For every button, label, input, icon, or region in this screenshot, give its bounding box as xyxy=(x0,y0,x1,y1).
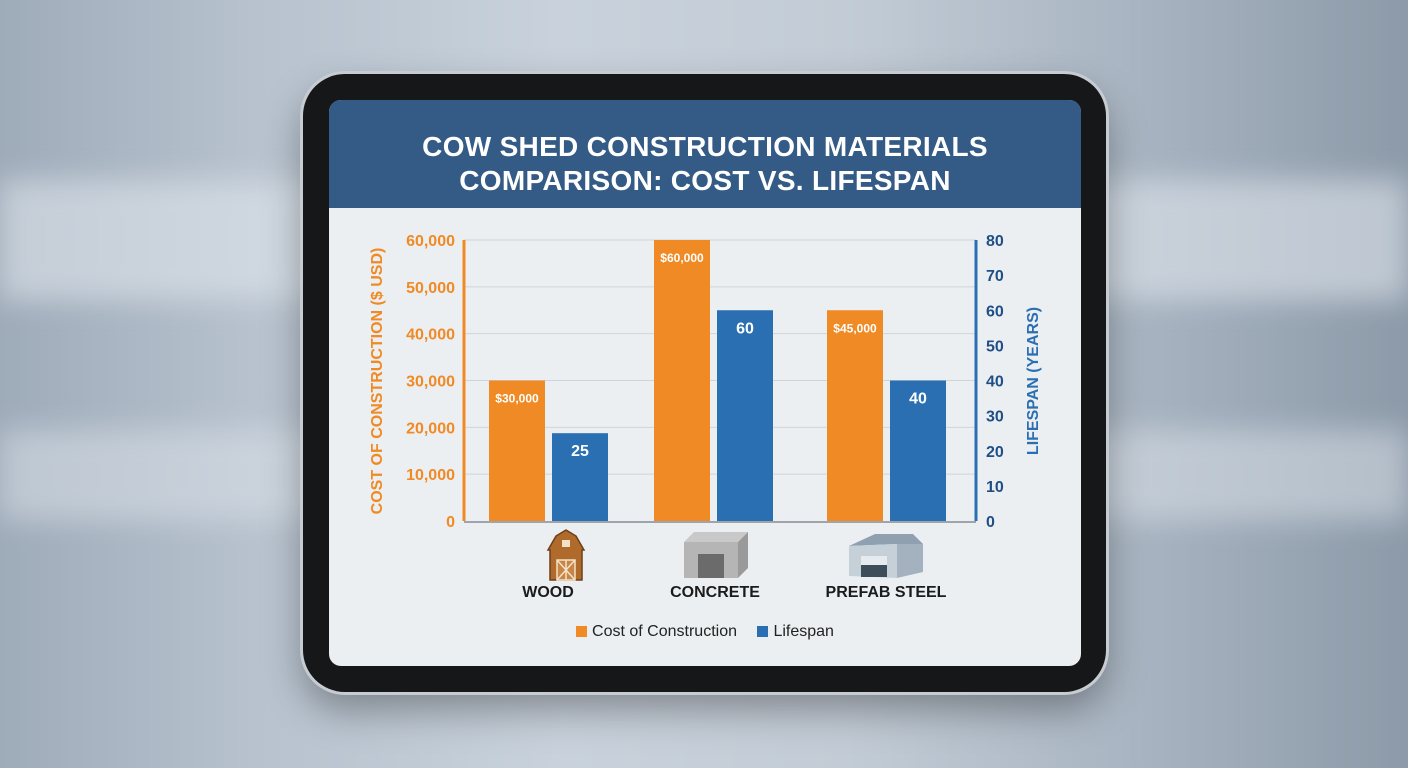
category-label-prefab-steel: PREFAB STEEL xyxy=(825,584,947,601)
right-tick-label: 60 xyxy=(986,303,1004,320)
left-tick-label: 10,000 xyxy=(406,467,455,484)
bar-cost xyxy=(489,380,545,521)
right-tick-label: 50 xyxy=(986,338,1004,355)
wooden-barn-icon xyxy=(546,529,586,581)
steel-shed-icon xyxy=(849,534,923,578)
right-tick-label: 30 xyxy=(986,409,1004,426)
left-tick-label: 60,000 xyxy=(406,233,455,250)
bar-data-label: $30,000 xyxy=(495,392,539,406)
right-tick-label: 40 xyxy=(986,374,1004,391)
bar-chart: $30,000 25 $60,000 60 $45,000 40 0 10,000 20,00… xyxy=(369,233,1042,581)
chart-title: COW SHED CONSTRUCTION MATERIALS COMPARIS… xyxy=(329,130,1081,198)
bar-lifespan xyxy=(717,310,773,521)
right-tick-label: 0 xyxy=(986,514,995,531)
concrete-structure-icon xyxy=(684,532,748,578)
chart-title-line-2: COMPARISON: COST VS. LIFESPAN xyxy=(459,165,951,196)
bar-data-label: 60 xyxy=(736,320,754,337)
left-tick-label: 50,000 xyxy=(406,280,455,297)
bar-data-label: 40 xyxy=(909,391,927,408)
left-tick-label: 40,000 xyxy=(406,327,455,344)
left-tick-label: 20,000 xyxy=(406,420,455,437)
category-label-wood: WOOD xyxy=(522,584,574,601)
left-tick-label: 0 xyxy=(446,514,455,531)
bar-cost xyxy=(827,310,883,521)
bar-data-label: $45,000 xyxy=(833,321,877,335)
tablet-device: COW SHED CONSTRUCTION MATERIALS COMPARIS… xyxy=(303,74,1106,692)
bar-data-label: 25 xyxy=(571,443,589,460)
chart-header: COW SHED CONSTRUCTION MATERIALS COMPARIS… xyxy=(329,100,1081,208)
tablet-screen: COW SHED CONSTRUCTION MATERIALS COMPARIS… xyxy=(329,100,1081,666)
left-tick-label: 30,000 xyxy=(406,374,455,391)
bar-data-label: $60,000 xyxy=(660,251,704,265)
legend-item-lifespan: Lifespan xyxy=(757,623,834,640)
right-axis-title: LIFESPAN (YEARS) xyxy=(1025,307,1042,455)
left-axis-title: COST OF CONSTRUCTION ($ USD) xyxy=(369,248,386,515)
legend-item-cost: Cost of Construction xyxy=(576,623,737,640)
bar-lifespan xyxy=(890,380,946,521)
chart-title-line-1: COW SHED CONSTRUCTION MATERIALS xyxy=(422,131,988,162)
right-tick-label: 20 xyxy=(986,444,1004,461)
right-tick-label: 80 xyxy=(986,233,1004,250)
right-tick-label: 70 xyxy=(986,268,1004,285)
legend-swatch-orange xyxy=(576,626,588,637)
category-label-concrete: CONCRETE xyxy=(670,584,760,601)
legend-label: Lifespan xyxy=(773,623,834,640)
bar-lifespan xyxy=(552,433,608,521)
bar-cost xyxy=(654,240,710,521)
right-tick-label: 10 xyxy=(986,479,1004,496)
legend-label: Cost of Construction xyxy=(592,623,737,640)
legend-swatch-blue xyxy=(757,626,769,637)
chart-legend: Cost of Construction Lifespan xyxy=(329,623,1081,641)
